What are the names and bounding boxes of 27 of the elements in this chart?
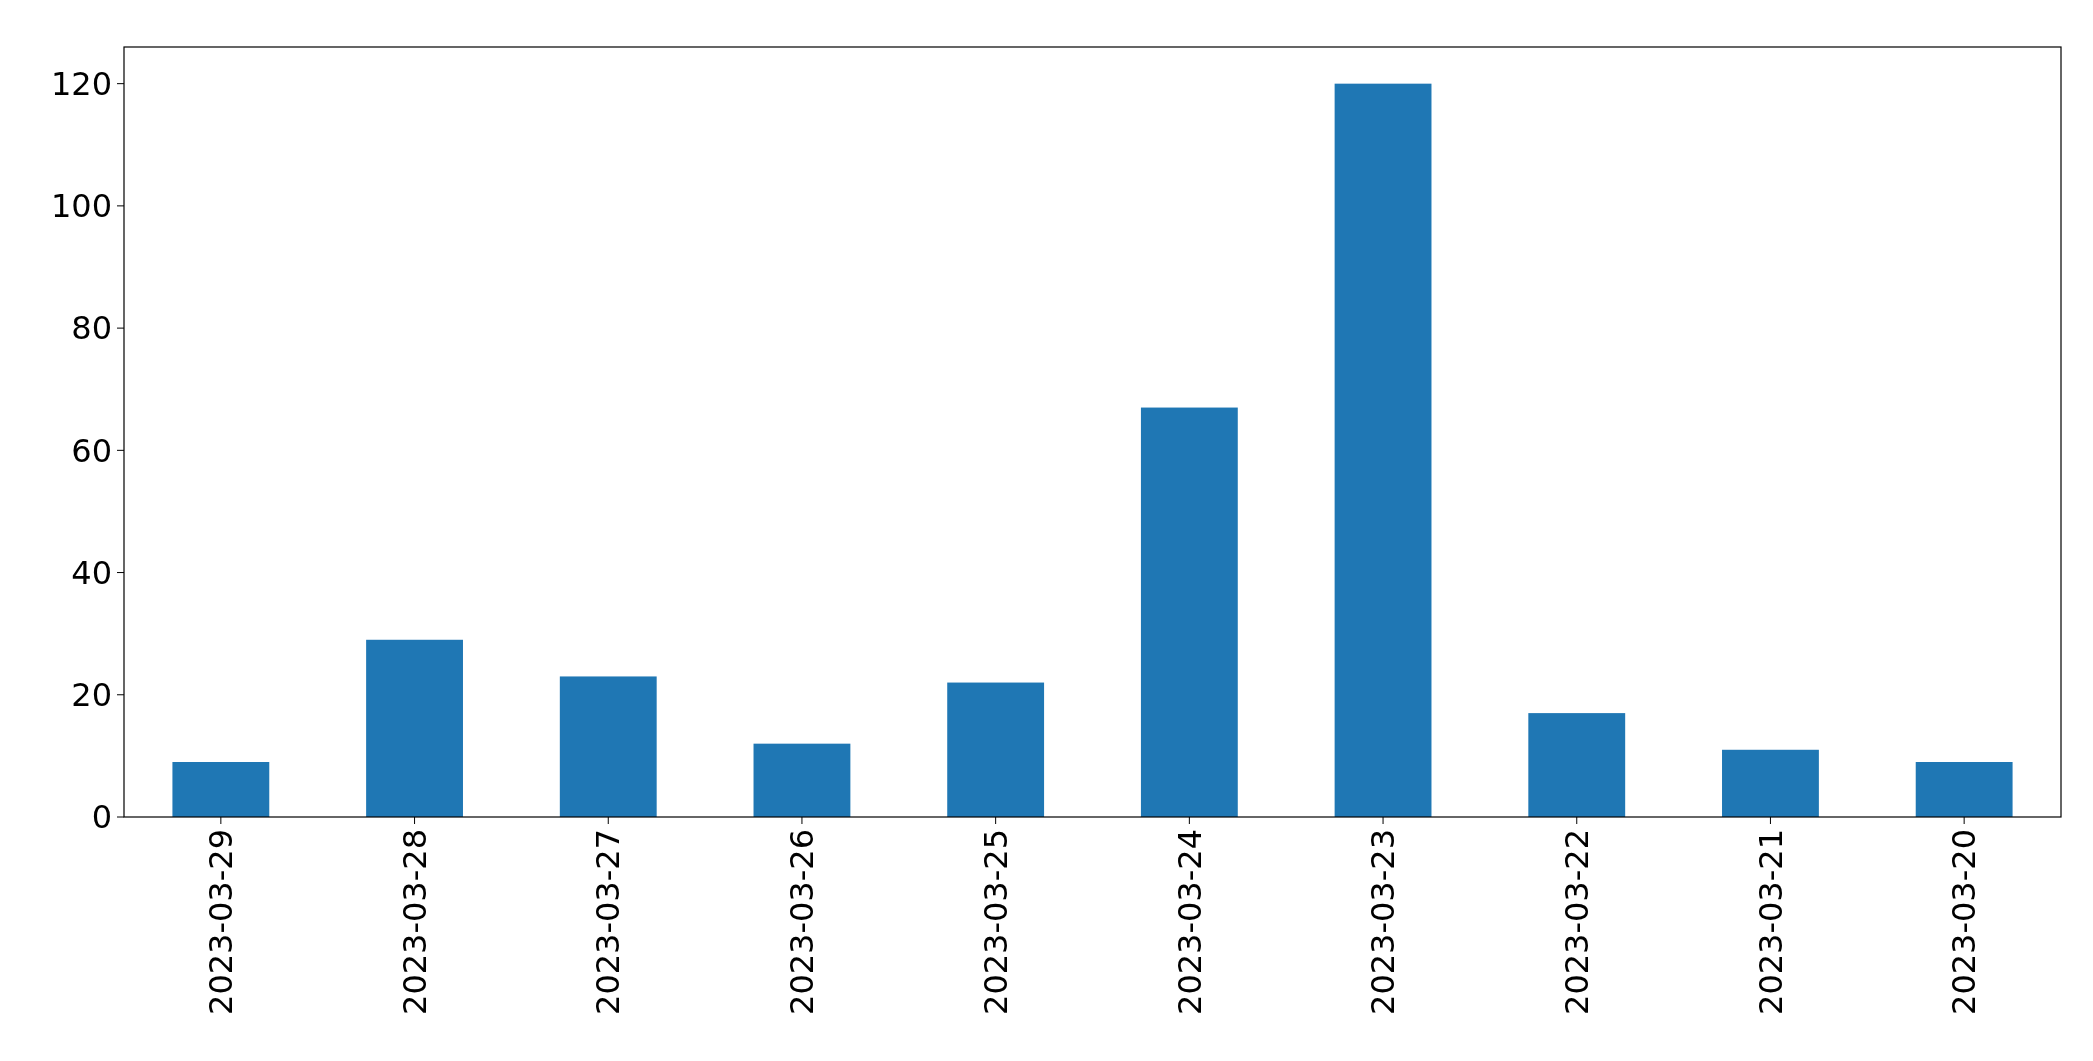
bar — [559, 676, 657, 817]
bar — [366, 639, 463, 817]
bar — [172, 762, 270, 817]
bar — [1722, 749, 1819, 817]
y-tick-label: 20 — [71, 675, 112, 714]
x-tick-label: 2023-03-21 — [1751, 829, 1790, 1015]
x-tick-label: 2023-03-26 — [783, 829, 822, 1015]
y-tick-label: 60 — [71, 431, 112, 470]
x-tick-label: 2023-03-28 — [395, 829, 434, 1015]
y-tick-label: 80 — [71, 309, 112, 348]
y-tick-label: 40 — [71, 553, 112, 592]
y-tick-label: 100 — [50, 187, 112, 226]
x-tick-label: 2023-03-29 — [202, 829, 241, 1015]
x-tick-label: 2023-03-20 — [1945, 829, 1984, 1015]
bar — [1528, 713, 1626, 817]
x-tick-label: 2023-03-24 — [1170, 829, 1209, 1015]
bar — [1140, 407, 1238, 817]
y-tick-label: 120 — [50, 64, 112, 103]
bar — [947, 682, 1045, 817]
bar — [753, 743, 851, 817]
x-tick-label: 2023-03-25 — [976, 829, 1015, 1015]
x-tick-label: 2023-03-23 — [1364, 829, 1403, 1015]
x-tick-label: 2023-03-22 — [1557, 829, 1596, 1015]
x-tick-label: 2023-03-27 — [589, 829, 628, 1015]
y-tick-label: 0 — [91, 798, 112, 837]
bar — [1915, 762, 2013, 817]
bar — [1334, 83, 1432, 817]
